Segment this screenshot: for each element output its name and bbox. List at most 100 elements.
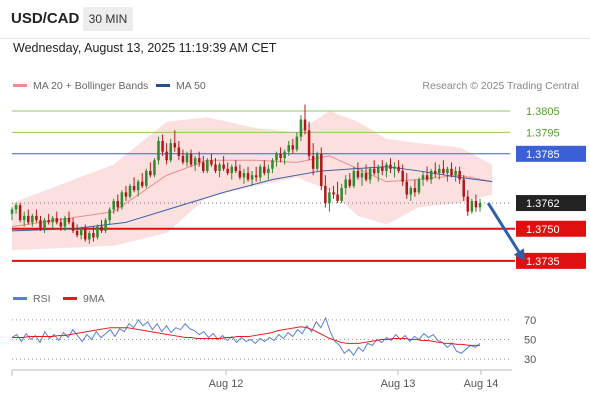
candle-body bbox=[83, 228, 87, 240]
candle-body bbox=[210, 160, 213, 165]
level-labels: 1.3805 1.3795 1.3785 1.3762 1.3750 1.3735 bbox=[516, 106, 586, 269]
candle-body bbox=[352, 170, 356, 186]
candle-body bbox=[328, 192, 331, 204]
rsi-tick-label: 30 bbox=[524, 354, 536, 366]
candle-body bbox=[381, 166, 384, 171]
level-label-bg-1-3785 bbox=[516, 145, 586, 162]
candle-body bbox=[51, 218, 54, 223]
candle-body bbox=[177, 147, 181, 156]
candle-body bbox=[67, 218, 71, 223]
candle-body bbox=[22, 215, 26, 221]
candle-body bbox=[230, 166, 234, 174]
candle-body bbox=[364, 173, 368, 180]
candle-body bbox=[202, 162, 205, 171]
legend-ma50-label: MA 50 bbox=[176, 80, 206, 92]
candle-body bbox=[112, 200, 116, 210]
candle-body bbox=[214, 164, 217, 171]
candle-body bbox=[267, 168, 270, 174]
candle-body bbox=[88, 233, 91, 240]
candle-body bbox=[254, 175, 258, 178]
candle-body bbox=[193, 158, 197, 165]
candle-body bbox=[96, 226, 99, 238]
candle-body bbox=[189, 153, 193, 165]
candle-body bbox=[299, 119, 303, 137]
candle-body bbox=[157, 140, 160, 161]
x-axis-label: Aug 14 bbox=[464, 378, 499, 390]
candle-body bbox=[458, 170, 461, 180]
candle-body bbox=[165, 151, 168, 161]
candle-body bbox=[385, 164, 388, 171]
candle-body bbox=[39, 220, 42, 229]
legend-9ma: 9MA bbox=[63, 293, 105, 305]
time-axis: Aug 12 Aug 13 Aug 14 bbox=[11, 369, 512, 390]
candle-body bbox=[75, 230, 79, 236]
candle-body bbox=[116, 200, 120, 208]
candle-body bbox=[450, 168, 453, 176]
rsi-swatch bbox=[13, 296, 27, 300]
candle-body bbox=[185, 153, 189, 163]
candle-body bbox=[100, 226, 103, 231]
candle-body bbox=[303, 119, 307, 131]
rsi-tick-label: 70 bbox=[524, 315, 536, 327]
timeframe-button[interactable]: 30 MIN bbox=[83, 7, 133, 31]
rsi-9ma-line bbox=[12, 326, 480, 346]
candles bbox=[10, 104, 482, 244]
candle-body bbox=[454, 170, 457, 176]
candle-body bbox=[478, 203, 482, 208]
candle-body bbox=[324, 185, 327, 204]
level-label-bg-1-3735 bbox=[516, 252, 586, 269]
level-label-1-3795: 1.3795 bbox=[526, 127, 560, 139]
candle-body bbox=[344, 179, 347, 189]
candle-body bbox=[31, 215, 34, 223]
forecast-arrow-shaft bbox=[486, 202, 523, 256]
candle-body bbox=[474, 200, 478, 208]
candle-body bbox=[466, 196, 470, 212]
rsi-tick-label: 50 bbox=[524, 334, 536, 346]
candle-body bbox=[429, 170, 433, 180]
legend-rsi-label: RSI bbox=[33, 293, 51, 305]
candle-body bbox=[173, 143, 177, 148]
candle-body bbox=[145, 170, 148, 186]
candle-body bbox=[311, 155, 315, 169]
candle-body bbox=[271, 160, 274, 169]
legend-rsi: RSI bbox=[13, 293, 51, 305]
candle-body bbox=[360, 173, 364, 178]
candle-body bbox=[250, 175, 254, 180]
candle-body bbox=[421, 175, 425, 180]
candle-body bbox=[401, 170, 404, 182]
credit-text: Research © 2025 Trading Central bbox=[422, 80, 579, 92]
candle-body bbox=[149, 170, 152, 176]
candle-body bbox=[128, 185, 132, 197]
ma50-line bbox=[11, 166, 493, 232]
candle-body bbox=[320, 153, 323, 186]
candle-body bbox=[55, 218, 59, 223]
level-label-1-3762: 1.3762 bbox=[526, 198, 560, 210]
candle-body bbox=[279, 153, 282, 159]
candle-body bbox=[446, 168, 449, 174]
candle-body bbox=[372, 168, 376, 174]
candle-body bbox=[238, 170, 242, 178]
candle-body bbox=[222, 164, 225, 169]
candle-body bbox=[136, 181, 140, 191]
candle-body bbox=[258, 166, 262, 178]
candle-body bbox=[307, 130, 311, 156]
candle-body bbox=[315, 153, 319, 169]
candle-body bbox=[226, 168, 229, 174]
legend-bollinger-label: MA 20 + Bollinger Bands bbox=[33, 80, 149, 92]
candle-body bbox=[275, 153, 278, 161]
candle-body bbox=[27, 215, 30, 223]
candle-body bbox=[283, 151, 286, 159]
candle-body bbox=[120, 192, 124, 208]
candle-body bbox=[340, 188, 343, 201]
forecast-arrow-head bbox=[513, 248, 525, 261]
candle-body bbox=[263, 166, 266, 174]
candle-body bbox=[287, 145, 290, 152]
candle-body bbox=[169, 143, 172, 161]
candle-body bbox=[332, 192, 335, 195]
candle-body bbox=[132, 185, 136, 191]
candle-body bbox=[462, 179, 465, 197]
candle-body bbox=[10, 209, 14, 214]
candle-body bbox=[425, 175, 429, 180]
candle-body bbox=[206, 160, 209, 171]
